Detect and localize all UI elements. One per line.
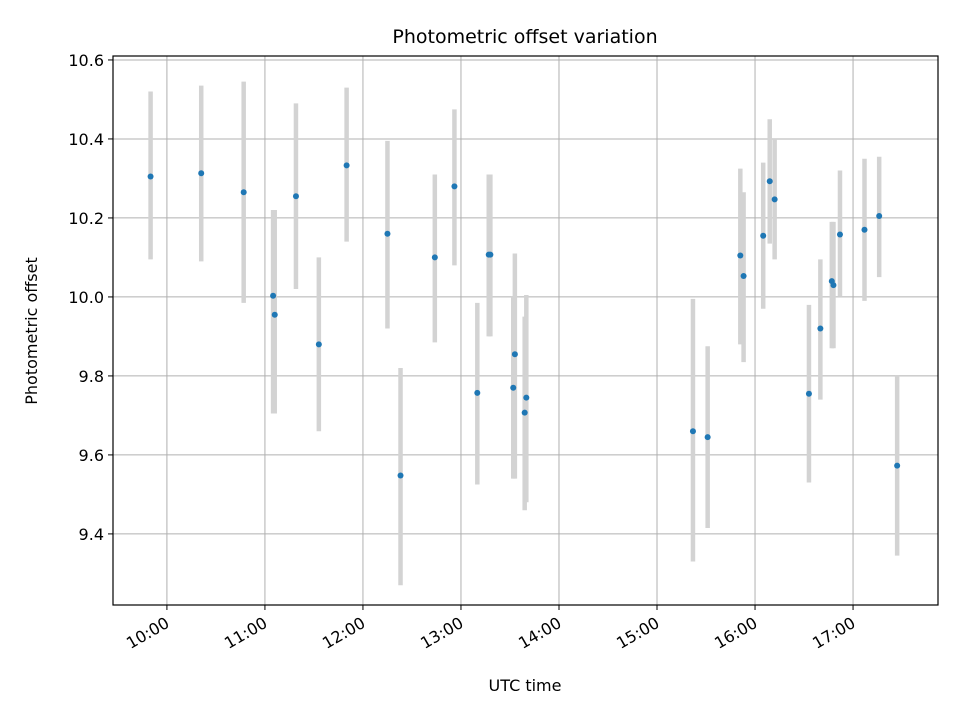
data-point (766, 178, 773, 185)
chart-title: Photometric offset variation (392, 26, 657, 48)
data-point (147, 173, 154, 180)
y-tick-label: 9.6 (79, 446, 104, 465)
data-point (292, 193, 299, 200)
data-point (474, 389, 481, 396)
y-axis-label: Photometric offset (22, 257, 41, 405)
data-point (771, 196, 778, 203)
data-point (737, 252, 744, 259)
data-point (384, 230, 391, 237)
data-point (760, 232, 767, 239)
y-axis: 9.4 9.6 9.8 10.0 10.2 10.4 10.6 (68, 51, 113, 544)
x-axis-label: UTC time (489, 676, 562, 695)
data-point (397, 472, 404, 479)
data-point (830, 282, 837, 289)
data-point (817, 325, 824, 332)
data-point (487, 251, 494, 258)
data-point (271, 311, 278, 318)
y-tick-label: 9.4 (79, 525, 104, 544)
y-tick-label: 10.6 (68, 51, 104, 70)
data-point (511, 351, 518, 358)
data-point (836, 231, 843, 238)
data-point (704, 434, 711, 441)
data-point (510, 384, 517, 391)
y-tick-label: 10.2 (68, 209, 104, 228)
data-point (740, 272, 747, 279)
data-point (861, 226, 868, 233)
y-tick-label: 9.8 (79, 367, 104, 386)
data-point (805, 390, 812, 397)
data-point (343, 162, 350, 169)
data-point (431, 254, 438, 261)
data-point (198, 170, 205, 177)
data-point (894, 462, 901, 469)
y-tick-label: 10.4 (68, 130, 104, 149)
data-point (521, 409, 528, 416)
data-point (240, 189, 247, 196)
data-point (876, 212, 883, 219)
data-point (451, 183, 458, 190)
data-points (147, 162, 901, 479)
y-tick-label: 10.0 (68, 288, 104, 307)
data-point (689, 428, 696, 435)
data-point (315, 341, 322, 348)
data-point (270, 292, 277, 299)
data-point (523, 394, 530, 401)
grid (113, 56, 938, 605)
plot-frame (112, 55, 939, 606)
